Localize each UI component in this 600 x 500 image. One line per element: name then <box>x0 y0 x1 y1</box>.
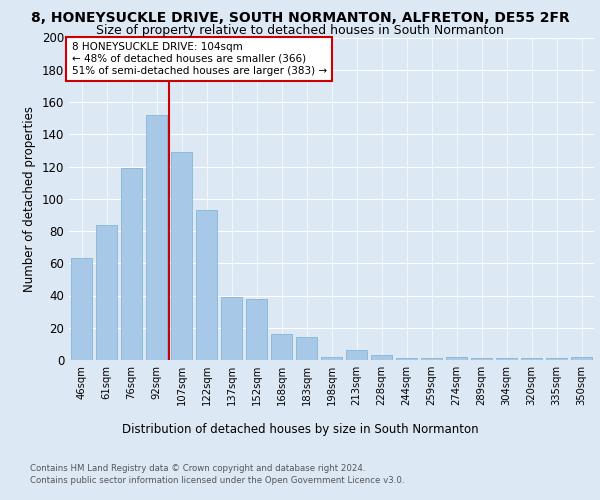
Bar <box>171 152 192 360</box>
Bar <box>546 358 567 360</box>
Bar <box>246 298 267 360</box>
Bar <box>146 115 167 360</box>
Bar <box>121 168 142 360</box>
Text: 8, HONEYSUCKLE DRIVE, SOUTH NORMANTON, ALFRETON, DE55 2FR: 8, HONEYSUCKLE DRIVE, SOUTH NORMANTON, A… <box>31 11 569 25</box>
Bar <box>196 210 217 360</box>
Bar <box>371 355 392 360</box>
Text: Contains public sector information licensed under the Open Government Licence v3: Contains public sector information licen… <box>30 476 404 485</box>
Bar <box>521 358 542 360</box>
Y-axis label: Number of detached properties: Number of detached properties <box>23 106 36 292</box>
Bar <box>296 338 317 360</box>
Text: Contains HM Land Registry data © Crown copyright and database right 2024.: Contains HM Land Registry data © Crown c… <box>30 464 365 473</box>
Bar <box>346 350 367 360</box>
Bar <box>421 358 442 360</box>
Bar <box>271 334 292 360</box>
Bar <box>221 297 242 360</box>
Bar <box>471 358 492 360</box>
Text: Size of property relative to detached houses in South Normanton: Size of property relative to detached ho… <box>96 24 504 37</box>
Bar <box>496 358 517 360</box>
Bar <box>571 357 592 360</box>
Text: Distribution of detached houses by size in South Normanton: Distribution of detached houses by size … <box>122 422 478 436</box>
Bar <box>71 258 92 360</box>
Bar <box>396 358 417 360</box>
Text: 8 HONEYSUCKLE DRIVE: 104sqm
← 48% of detached houses are smaller (366)
51% of se: 8 HONEYSUCKLE DRIVE: 104sqm ← 48% of det… <box>71 42 327 76</box>
Bar <box>446 357 467 360</box>
Bar <box>321 357 342 360</box>
Bar <box>96 224 117 360</box>
